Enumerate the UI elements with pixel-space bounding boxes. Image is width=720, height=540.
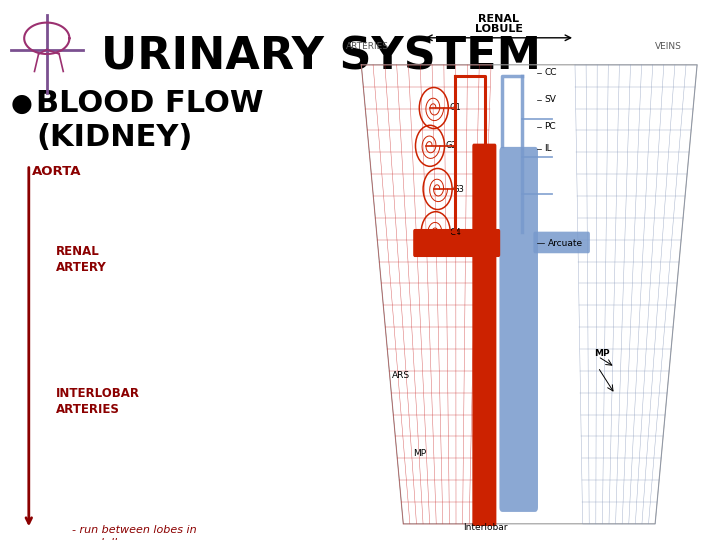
Text: ●: ● <box>11 92 32 116</box>
Text: BLOOD FLOW
(KIDNEY): BLOOD FLOW (KIDNEY) <box>36 89 264 152</box>
Text: Arcuate: Arcuate <box>549 239 583 247</box>
Text: ARTERIES: ARTERIES <box>346 42 389 51</box>
FancyBboxPatch shape <box>413 229 500 257</box>
Text: MP: MP <box>413 449 426 458</box>
FancyBboxPatch shape <box>472 144 496 526</box>
Text: URINARY SYSTEM: URINARY SYSTEM <box>101 35 541 78</box>
Text: CC: CC <box>544 69 557 77</box>
Text: SV: SV <box>544 96 557 104</box>
Text: G1: G1 <box>449 104 461 112</box>
Text: MP: MP <box>594 349 610 359</box>
Text: G4: G4 <box>449 228 461 237</box>
FancyBboxPatch shape <box>534 232 590 253</box>
Text: IL: IL <box>544 144 552 153</box>
Text: PC: PC <box>544 123 556 131</box>
Text: - run between lobes in
  medulla: - run between lobes in medulla <box>72 525 197 540</box>
FancyBboxPatch shape <box>500 147 538 512</box>
Text: RENAL
ARTERY: RENAL ARTERY <box>56 245 107 274</box>
Text: VEINS: VEINS <box>655 42 682 51</box>
Text: AORTA: AORTA <box>32 165 82 178</box>
Text: G3: G3 <box>453 185 464 193</box>
Text: Interlobar: Interlobar <box>463 523 508 532</box>
Text: INTERLOBAR
ARTERIES: INTERLOBAR ARTERIES <box>56 387 140 416</box>
Text: RENAL
LOBULE: RENAL LOBULE <box>474 14 523 35</box>
Text: ARS: ARS <box>392 371 410 380</box>
Text: G2: G2 <box>445 141 457 150</box>
